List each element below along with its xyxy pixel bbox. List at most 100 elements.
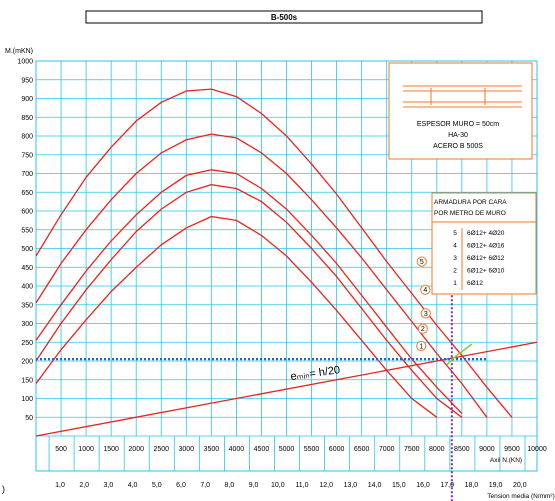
y-tick-17: 900	[21, 96, 33, 103]
x-tick-16: 8500	[454, 446, 470, 453]
x2-tick-18: 19,0	[489, 482, 503, 489]
marker-label-4: 4	[423, 287, 427, 294]
y-tick-14: 750	[21, 152, 33, 159]
x-tick-labels: 500 1000 1500 2000 2500 3000 3500 4000 4500 5000 5…	[55, 446, 547, 453]
x-axis-label: Axil N.(KN)	[490, 457, 522, 464]
x2-tick-14: 15,0	[392, 482, 406, 489]
x-tick-3: 2000	[128, 446, 144, 453]
title-box	[85, 10, 483, 24]
y-tick-2: 150	[21, 377, 33, 384]
marker-label-5: 5	[420, 259, 424, 266]
legend-rows: 5 6Ø12+ 4Ø20 4 6Ø12+ 4Ø16 3 6Ø12+ 6Ø12 2 6Ø12+ …	[453, 230, 505, 287]
curve-1	[35, 215, 438, 418]
x-tick-10: 5500	[304, 446, 320, 453]
x-tick-15: 8000	[429, 446, 445, 453]
curves	[35, 88, 513, 418]
x2-axis-label: Tension media (N/mm²)	[487, 493, 555, 500]
curve-5	[35, 88, 513, 418]
x-tick-17: 9000	[479, 446, 495, 453]
legend-box	[431, 192, 537, 295]
info-line-1: ESPESOR MURO = 50cm	[417, 121, 499, 128]
curve-4	[35, 133, 488, 418]
info-box	[388, 62, 533, 160]
y-tick-1: 100	[21, 396, 33, 403]
y-tick-15: 800	[21, 134, 33, 141]
curve-2	[35, 184, 463, 418]
legend-num-1: 1	[453, 280, 457, 287]
x2-tick-9: 10,0	[271, 482, 285, 489]
x2-tick-12: 13,0	[344, 482, 358, 489]
legend-title-1: ARMADURA POR CARA	[434, 199, 507, 206]
x-tick-11: 6000	[329, 446, 345, 453]
x2-tick-5: 6,0	[176, 482, 186, 489]
x-tick-19: 10000	[527, 446, 547, 453]
legend-num-3: 3	[453, 255, 457, 262]
marker-circle-4	[420, 284, 431, 295]
x2-tick-6: 7,0	[200, 482, 210, 489]
x2-tick-13: 14,0	[368, 482, 382, 489]
x2-tick-3: 4,0	[128, 482, 138, 489]
x-tick-18: 9500	[504, 446, 520, 453]
y-tick-labels: 50 100 150 200 250 300 350 400 450 500 550 600 650 70…	[17, 59, 33, 422]
y-tick-10: 550	[21, 227, 33, 234]
x-tick-12: 6500	[354, 446, 370, 453]
y-tick-9: 500	[21, 246, 33, 253]
y-tick-0: 50	[25, 415, 33, 422]
x-tick-2: 1500	[103, 446, 119, 453]
x2-tick-10: 11,0	[295, 482, 308, 489]
x-tick-5: 3000	[179, 446, 195, 453]
legend-desc-5: 6Ø12+ 4Ø20	[467, 230, 505, 237]
y-tick-19: 1000	[17, 59, 33, 66]
x2-tick-8: 9,0	[249, 482, 259, 489]
legend-num-2: 2	[453, 268, 457, 275]
x-tick-13: 7000	[379, 446, 395, 453]
x-tick-0: 500	[55, 446, 67, 453]
grid	[35, 60, 538, 472]
x2-tick-7: 8,0	[225, 482, 235, 489]
x-tick-6: 3500	[204, 446, 220, 453]
marker-label-3: 3	[424, 311, 428, 318]
x-tick-9: 5000	[279, 446, 295, 453]
marker-circle-2	[417, 323, 428, 334]
x2-tick-19: 20,0	[513, 482, 527, 489]
chart-title: B-500s	[271, 13, 298, 22]
marker-label-2: 2	[421, 326, 425, 333]
y-tick-11: 600	[21, 209, 33, 216]
x2-tick-17: 18,0	[465, 482, 479, 489]
x2-tick-1: 2,0	[79, 482, 89, 489]
wall-section-sketch	[403, 85, 522, 108]
y-tick-3: 200	[21, 359, 33, 366]
x2-tick-16: 17,0	[440, 482, 454, 489]
marker-circle-5	[416, 256, 427, 267]
curve-3	[35, 169, 463, 414]
marker-label-1: 1	[419, 343, 423, 350]
x2-tick-4: 5,0	[152, 482, 162, 489]
y-tick-5: 300	[21, 321, 33, 328]
x2-tick-labels: 1,0 2,0 3,0 4,0 5,0 6,0 7,0 8,0 9,0 10,0 11,0 12,0 1…	[55, 482, 527, 489]
info-line-2: HA-30	[448, 132, 468, 139]
legend-desc-4: 6Ø12+ 4Ø16	[467, 243, 505, 250]
y-tick-8: 450	[21, 265, 33, 272]
y-tick-6: 350	[21, 302, 33, 309]
y-axis-label: M.(mKN)	[5, 48, 33, 55]
y-tick-12: 650	[21, 190, 33, 197]
legend-desc-1: 6Ø12	[467, 280, 483, 287]
y-tick-16: 850	[21, 115, 33, 122]
y-tick-18: 950	[21, 77, 33, 84]
y-tick-13: 700	[21, 171, 33, 178]
ref-intersection-mark	[446, 343, 473, 366]
y-tick-4: 250	[21, 340, 33, 347]
legend-desc-3: 6Ø12+ 6Ø12	[467, 255, 505, 262]
marker-circle-1	[416, 340, 427, 352]
curve-markers: 1 2 3 4 5	[416, 256, 431, 352]
legend-num-4: 4	[453, 243, 457, 250]
x-tick-7: 4000	[229, 446, 245, 453]
info-line-3: ACERO B 500S	[433, 143, 483, 150]
x2-tick-2: 3,0	[104, 482, 114, 489]
legend-title-2: POR METRO DE MURO	[434, 210, 506, 217]
legend-num-5: 5	[453, 230, 457, 237]
left-edge-glyph: )	[2, 484, 5, 494]
legend-desc-2: 6Ø12+ 6Ø10	[467, 268, 505, 275]
x2-tick-15: 16,0	[416, 482, 430, 489]
